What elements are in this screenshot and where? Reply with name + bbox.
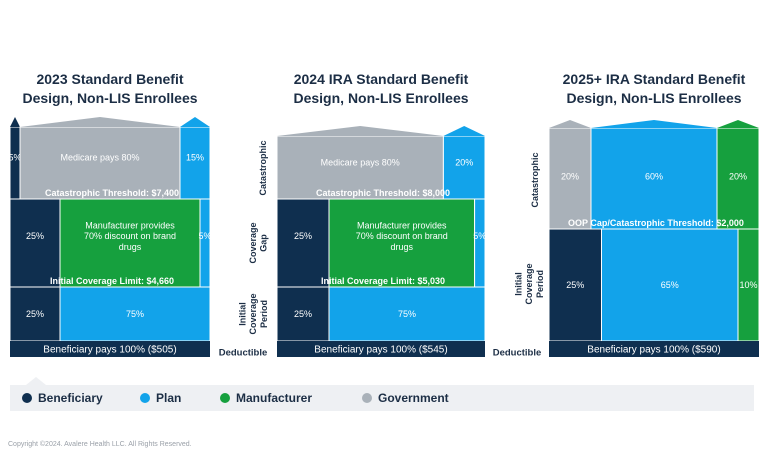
threshold-label-2-0: OOP Cap/Catastrophic Threshold: $2,000 bbox=[568, 218, 744, 228]
roof-1-0 bbox=[277, 126, 444, 136]
bar-segment-2-0-1 bbox=[590, 127, 718, 230]
segment-label-2-1-2: 10% bbox=[739, 280, 757, 290]
bar-segment-1-1-1 bbox=[328, 198, 476, 288]
legend-item-manufacturer: Manufacturer bbox=[220, 391, 312, 405]
deductible-band-1 bbox=[277, 341, 485, 357]
phase-label-catastrophic-left: Catastrophic bbox=[258, 140, 268, 195]
segment-label-0-2-1: 75% bbox=[126, 309, 144, 319]
segment-label-1-1-0: 25% bbox=[294, 231, 312, 241]
bar-segment-1-2-1 bbox=[328, 286, 486, 342]
segment-label-0-1-1: Manufacturer provides 70% discount on bra… bbox=[84, 220, 176, 252]
roof-2-1 bbox=[591, 120, 717, 128]
bar-segment-2-1-1 bbox=[601, 228, 739, 342]
beneficiary-swatch bbox=[22, 393, 32, 403]
bar-segment-2-0-2 bbox=[716, 127, 760, 230]
phase-label-initial-left: InitialCoveragePeriod bbox=[237, 293, 269, 334]
segment-label-1-1-1: Manufacturer provides 70% discount on bra… bbox=[356, 220, 448, 252]
deductible-band-0 bbox=[10, 341, 210, 357]
chart-title-2023-line1: 2023 Standard Benefit bbox=[36, 71, 184, 87]
legend-label-plan: Plan bbox=[156, 391, 182, 405]
bar-segment-0-2-1 bbox=[59, 286, 211, 342]
segment-label-2-1-0: 25% bbox=[566, 280, 584, 290]
legend bbox=[10, 385, 754, 411]
deductible-band-2 bbox=[549, 341, 759, 357]
legend-item-government: Government bbox=[362, 391, 449, 405]
chart-title-2023-line2: Design, Non-LIS Enrollees bbox=[22, 90, 198, 106]
segment-label-1-2-0: 25% bbox=[294, 309, 312, 319]
bar-segment-1-0-0 bbox=[276, 135, 444, 200]
chart-title-2024-line2: Design, Non-LIS Enrollees bbox=[293, 90, 469, 106]
legend-item-beneficiary: Beneficiary bbox=[22, 391, 103, 405]
segment-label-0-0-1: Medicare pays 80% bbox=[60, 152, 139, 162]
segment-label-1-0-1: 20% bbox=[455, 158, 473, 168]
phase-label-initial-right: InitialCoveragePeriod bbox=[513, 263, 545, 304]
bar-segment-1-2-0 bbox=[276, 286, 330, 342]
plan-swatch bbox=[140, 393, 150, 403]
legend-label-manufacturer: Manufacturer bbox=[236, 391, 313, 405]
segment-label-0-1-0: 25% bbox=[26, 231, 44, 241]
bar-segment-1-1-0 bbox=[276, 198, 330, 288]
segment-label-0-1-2: 5% bbox=[198, 231, 211, 241]
segment-label-2-1-1: 65% bbox=[661, 280, 679, 290]
chart-title-2025-line1: 2025+ IRA Standard Benefit bbox=[562, 71, 746, 87]
segment-label-0-2-0: 25% bbox=[26, 309, 44, 319]
bar-segment-0-0-2 bbox=[179, 126, 211, 200]
chart-title-2024-line1: 2024 IRA Standard Benefit bbox=[293, 71, 469, 87]
legend-label-beneficiary: Beneficiary bbox=[38, 391, 103, 405]
legend-label-government: Government bbox=[378, 391, 449, 405]
threshold-label-1-1: Initial Coverage Limit: $5,030 bbox=[321, 276, 445, 286]
bar-segment-0-1-2 bbox=[199, 198, 211, 288]
benefit-design-charts: 5% Medicare pays 80% 15% Catastrophic Thres… bbox=[8, 117, 760, 358]
phase-label-deductible-left: Deductible bbox=[219, 347, 268, 358]
segment-label-1-1-2: 5% bbox=[473, 231, 486, 241]
segment-label-2-0-0: 20% bbox=[561, 172, 579, 182]
government-swatch bbox=[362, 393, 372, 403]
threshold-label-0-1: Initial Coverage Limit: $4,660 bbox=[50, 276, 174, 286]
legend-pointer bbox=[26, 377, 46, 385]
bar-segment-1-1-2 bbox=[474, 198, 486, 288]
roof-2-2 bbox=[717, 120, 759, 128]
roof-0-1 bbox=[20, 117, 180, 127]
phase-label-deductible-right: Deductible bbox=[493, 347, 542, 358]
bar-segment-0-1-0 bbox=[9, 198, 61, 288]
deductible-text-1: Beneficiary pays 100% ($545) bbox=[314, 345, 447, 356]
roof-0-2 bbox=[180, 117, 210, 127]
chart-title-2024: 2024 IRA Standard Benefit Design, Non-LI… bbox=[270, 70, 492, 108]
roof-1-1 bbox=[443, 126, 485, 136]
segment-label-2-0-1: 60% bbox=[645, 172, 663, 182]
legend-item-plan: Plan bbox=[140, 391, 181, 405]
bar-segment-0-1-1 bbox=[59, 198, 201, 288]
chart-title-2025: 2025+ IRA Standard Benefit Design, Non-L… bbox=[546, 70, 762, 108]
segment-label-1-0-0: Medicare pays 80% bbox=[321, 158, 400, 168]
copyright-notice: Copyright ©2024. Avalere Health LLC. All… bbox=[8, 441, 192, 448]
segment-label-0-0-0: 5% bbox=[8, 152, 21, 162]
manufacturer-swatch bbox=[220, 393, 230, 403]
chart-title-2023: 2023 Standard Benefit Design, Non-LIS En… bbox=[10, 70, 210, 108]
threshold-label-1-0: Catastrophic Threshold: $8,000 bbox=[316, 188, 450, 198]
roof-0-0 bbox=[10, 117, 20, 127]
phase-label-coverage-gap: CoverageGap bbox=[248, 222, 269, 263]
bar-segment-0-2-0 bbox=[9, 286, 61, 342]
chart-title-2025-line2: Design, Non-LIS Enrollees bbox=[566, 90, 742, 106]
bar-segment-2-0-0 bbox=[548, 127, 592, 230]
bar-segment-2-1-0 bbox=[548, 228, 602, 342]
threshold-label-0-0: Catastrophic Threshold: $7,400 bbox=[45, 188, 179, 198]
phase-label-catastrophic-right: Catastrophic bbox=[530, 152, 540, 207]
bar-segment-0-0-0 bbox=[9, 126, 21, 200]
segment-label-2-0-2: 20% bbox=[729, 172, 747, 182]
deductible-text-2: Beneficiary pays 100% ($590) bbox=[587, 345, 720, 356]
segment-label-1-2-1: 75% bbox=[398, 309, 416, 319]
deductible-text-0: Beneficiary pays 100% ($505) bbox=[43, 345, 176, 356]
roof-2-0 bbox=[549, 120, 591, 128]
segment-label-0-0-2: 15% bbox=[186, 152, 204, 162]
